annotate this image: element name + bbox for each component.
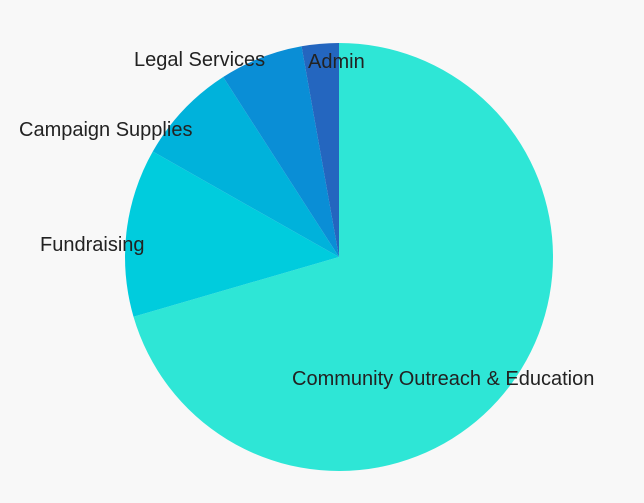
pie-slices (125, 43, 554, 471)
pie-slice-community-outreach-education (133, 43, 554, 471)
pie-slice-legal-services (223, 46, 339, 257)
slice-label: Campaign Supplies (19, 119, 192, 141)
pie-slice-fundraising (125, 151, 339, 317)
pie-labels: Community Outreach & Education Fundraisin… (19, 49, 594, 390)
slice-label: Admin (308, 51, 365, 73)
pie-slice-admin (301, 43, 339, 257)
slice-label: Fundraising (40, 234, 145, 256)
pie-slice-campaign-supplies (152, 77, 339, 257)
slice-label: Community Outreach & Education (292, 368, 594, 390)
slice-label: Legal Services (134, 49, 265, 71)
